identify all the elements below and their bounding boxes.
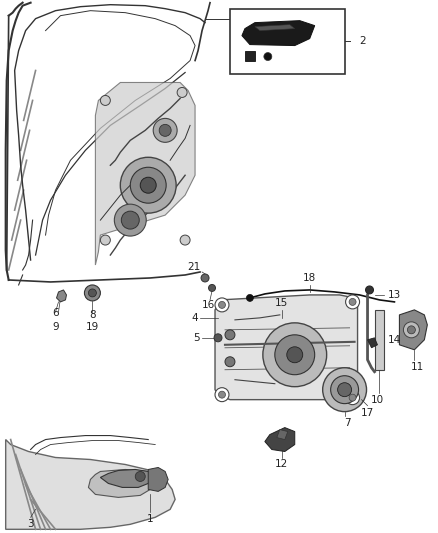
Circle shape bbox=[225, 357, 235, 367]
Circle shape bbox=[100, 235, 110, 245]
Circle shape bbox=[323, 368, 367, 411]
Text: 17: 17 bbox=[361, 408, 374, 418]
Text: 11: 11 bbox=[411, 362, 424, 372]
Text: 18: 18 bbox=[303, 273, 316, 283]
Circle shape bbox=[366, 286, 374, 294]
Circle shape bbox=[121, 211, 139, 229]
Circle shape bbox=[215, 298, 229, 312]
Text: 5: 5 bbox=[194, 333, 200, 343]
Circle shape bbox=[403, 322, 419, 338]
Circle shape bbox=[180, 235, 190, 245]
Polygon shape bbox=[367, 338, 378, 348]
Circle shape bbox=[219, 301, 226, 309]
Text: 13: 13 bbox=[388, 290, 401, 300]
Circle shape bbox=[338, 383, 352, 397]
Text: 2: 2 bbox=[360, 36, 366, 46]
Text: 7: 7 bbox=[344, 417, 351, 427]
Circle shape bbox=[264, 53, 272, 61]
Circle shape bbox=[219, 391, 226, 398]
Polygon shape bbox=[100, 470, 152, 487]
Circle shape bbox=[263, 323, 327, 386]
Circle shape bbox=[88, 289, 96, 297]
Circle shape bbox=[215, 387, 229, 402]
Circle shape bbox=[225, 330, 235, 340]
Polygon shape bbox=[95, 83, 195, 265]
Text: 14: 14 bbox=[388, 335, 401, 345]
Circle shape bbox=[346, 295, 360, 309]
Circle shape bbox=[140, 177, 156, 193]
Text: 1: 1 bbox=[147, 514, 154, 524]
Circle shape bbox=[85, 285, 100, 301]
Circle shape bbox=[114, 204, 146, 236]
Polygon shape bbox=[242, 21, 314, 46]
Polygon shape bbox=[399, 310, 427, 350]
Polygon shape bbox=[265, 427, 295, 451]
Text: 19: 19 bbox=[86, 322, 99, 332]
Polygon shape bbox=[245, 51, 255, 61]
Text: 9: 9 bbox=[52, 322, 59, 332]
Text: 8: 8 bbox=[89, 310, 96, 320]
Text: 6: 6 bbox=[52, 308, 59, 318]
Text: 4: 4 bbox=[191, 313, 198, 323]
Circle shape bbox=[153, 118, 177, 142]
Bar bbox=[230, 9, 345, 74]
Text: 12: 12 bbox=[275, 459, 289, 470]
Text: 16: 16 bbox=[201, 300, 215, 310]
Polygon shape bbox=[374, 310, 385, 370]
Polygon shape bbox=[57, 290, 67, 302]
Circle shape bbox=[247, 294, 254, 301]
Circle shape bbox=[208, 285, 215, 292]
Circle shape bbox=[287, 347, 303, 363]
Text: 21: 21 bbox=[187, 262, 200, 272]
Circle shape bbox=[130, 167, 166, 203]
Circle shape bbox=[349, 394, 356, 401]
Circle shape bbox=[201, 274, 209, 282]
Circle shape bbox=[135, 472, 145, 481]
Circle shape bbox=[214, 334, 222, 342]
Circle shape bbox=[275, 335, 314, 375]
Circle shape bbox=[331, 376, 359, 403]
Circle shape bbox=[100, 95, 110, 106]
Circle shape bbox=[407, 326, 415, 334]
Circle shape bbox=[120, 157, 176, 213]
Circle shape bbox=[349, 298, 356, 305]
Polygon shape bbox=[148, 467, 168, 491]
Text: 15: 15 bbox=[275, 298, 289, 308]
Text: 3: 3 bbox=[27, 519, 34, 529]
Circle shape bbox=[159, 124, 171, 136]
Polygon shape bbox=[215, 295, 357, 400]
Text: 10: 10 bbox=[371, 394, 384, 405]
Circle shape bbox=[346, 391, 360, 405]
Polygon shape bbox=[255, 25, 295, 30]
Polygon shape bbox=[277, 430, 288, 440]
Polygon shape bbox=[88, 470, 155, 497]
Circle shape bbox=[177, 87, 187, 98]
Polygon shape bbox=[6, 440, 175, 529]
